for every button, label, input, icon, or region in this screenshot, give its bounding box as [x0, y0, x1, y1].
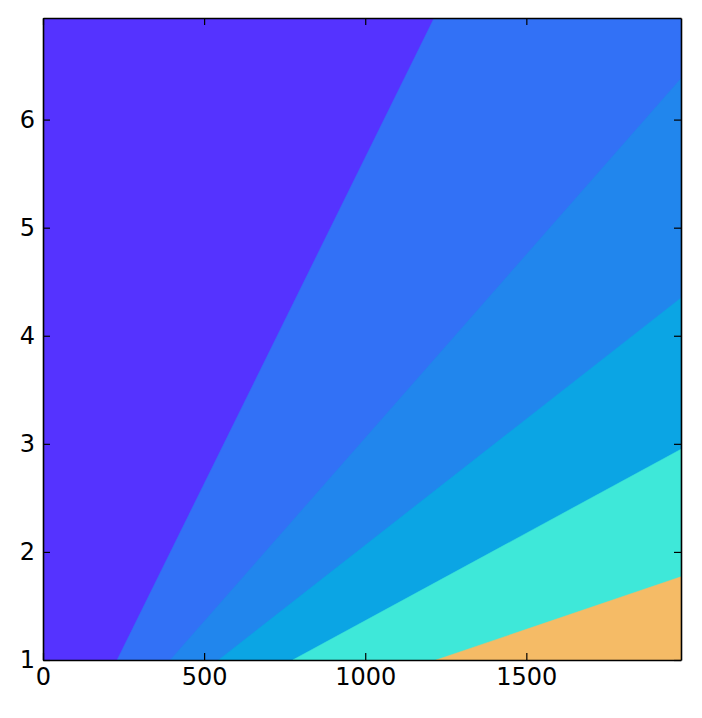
- tick-mark: [526, 653, 527, 660]
- tick-mark: [204, 653, 205, 660]
- tick: 6: [20, 106, 50, 134]
- tick-label: 6: [20, 106, 35, 134]
- tick: [674, 336, 681, 337]
- tick-label: 5: [20, 214, 35, 242]
- tick-mark: [674, 336, 681, 337]
- tick-mark: [43, 552, 50, 553]
- tick: 1: [20, 646, 50, 674]
- tick-mark: [204, 18, 205, 25]
- tick-mark: [43, 660, 50, 661]
- contour-band: [117, 18, 681, 660]
- tick-mark: [365, 18, 366, 25]
- tick: [674, 120, 681, 121]
- y-axis-right: [674, 19, 682, 661]
- tick-mark: [674, 660, 681, 661]
- tick: 1000: [335, 653, 396, 691]
- tick-label: 1000: [335, 663, 396, 691]
- tick: 4: [20, 322, 50, 350]
- contour-band: [43, 18, 681, 660]
- contour-fills: [43, 18, 681, 660]
- tick-mark: [43, 444, 50, 445]
- contour-band: [436, 577, 681, 660]
- x-axis: 0 500 1000 1500: [36, 653, 682, 691]
- tick: 2: [20, 538, 50, 566]
- tick-mark: [43, 228, 50, 229]
- contour-band: [293, 449, 681, 660]
- tick: 3: [20, 430, 50, 458]
- tick: [674, 552, 681, 553]
- tick-label: 2: [20, 538, 35, 566]
- tick-label: 1: [20, 646, 35, 674]
- axis-line: [43, 19, 45, 661]
- tick-mark: [674, 228, 681, 229]
- tick-mark: [526, 18, 527, 25]
- tick: 500: [182, 653, 228, 691]
- tick-mark: [43, 119, 50, 120]
- tick-mark: [43, 336, 50, 337]
- tick: [674, 228, 681, 229]
- tick-mark: [674, 552, 681, 553]
- tick: [674, 444, 681, 445]
- plot: 0 500 1000 1500 1 2 3 4 5 6: [20, 18, 682, 691]
- tick: [204, 18, 205, 25]
- tick-label: 4: [20, 322, 35, 350]
- tick-mark: [674, 444, 681, 445]
- tick-label: 3: [20, 430, 35, 458]
- tick-label: 0: [36, 663, 51, 691]
- axis-line: [681, 19, 683, 661]
- tick-label: 1500: [496, 663, 557, 691]
- tick-mark: [365, 653, 366, 660]
- tick: [526, 18, 527, 25]
- contour-band: [170, 79, 681, 660]
- contour-band: [219, 298, 681, 660]
- tick: [365, 18, 366, 25]
- axis-line: [44, 18, 682, 20]
- axis-line: [44, 660, 682, 662]
- tick: [674, 660, 681, 661]
- tick-label: 500: [182, 663, 228, 691]
- chart: 0 500 1000 1500 1 2 3 4 5 6: [0, 0, 702, 718]
- y-axis: 1 2 3 4 5 6: [20, 19, 50, 675]
- tick: 5: [20, 214, 50, 242]
- tick-mark: [674, 119, 681, 120]
- tick: 1500: [496, 653, 557, 691]
- x-axis-top: [44, 18, 682, 25]
